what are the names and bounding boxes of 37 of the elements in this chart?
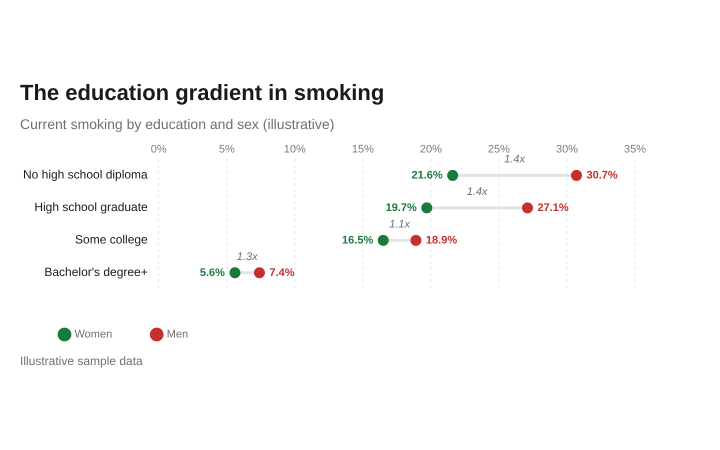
x-tick-label: 30% [556,144,578,156]
y-tick-label: Some college [75,232,148,247]
y-tick-label: High school graduate [34,200,148,214]
point [254,267,265,278]
legend-label: Men [166,328,188,341]
x-tick-label: 10% [284,144,306,156]
text: Illustrative sample data [20,354,143,368]
data-label: 21.6% [411,169,443,182]
data-label: 30.7% [586,169,618,182]
data-label: 27.1% [538,202,569,214]
point [570,170,582,181]
annotation: 1.4x [466,186,488,198]
point [447,170,458,181]
annotation: 1.4x [504,153,526,166]
data-label: 18.9% [426,234,458,246]
data-label: 5.6% [200,266,226,279]
x-tick-label: 20% [420,144,442,156]
legend-label: Women [74,328,112,341]
data-label: 19.7% [386,202,418,214]
x-tick-label: 5% [218,144,235,156]
x-tick-label: 0% [150,144,167,156]
data-label: 16.5% [342,234,374,246]
point [229,267,240,278]
point [522,202,533,214]
point [421,202,432,214]
x-tick-label: 25% [488,144,510,156]
x-tick-label: 15% [352,144,374,156]
chart-title: The education gradient in smoking [20,80,384,106]
annotation: 1.3x [236,250,258,263]
point [410,234,422,246]
y-tick-label: No high school diploma [22,168,148,182]
x-tick-label: 35% [624,144,646,156]
point [378,234,389,246]
chart-subtitle: Current smoking by education and sex (illustrative) [20,116,334,132]
data-label: 7.4% [269,266,295,279]
annotation: 1.1x [389,218,410,230]
y-tick-label: Bachelor's degree+ [44,265,148,280]
